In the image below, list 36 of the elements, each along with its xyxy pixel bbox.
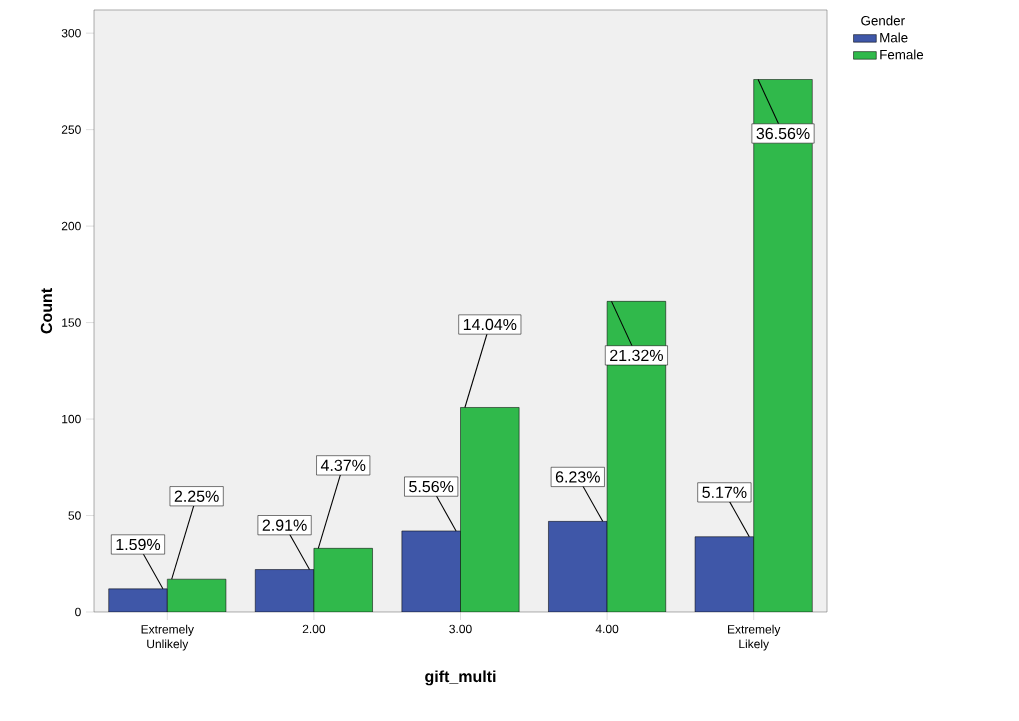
y-tick-label: 0 xyxy=(75,607,81,617)
y-tick-label: 300 xyxy=(61,28,81,38)
bar xyxy=(548,521,608,612)
annotation: 5.56% xyxy=(409,480,454,493)
x-axis-title: gift_multi xyxy=(425,670,496,686)
annotation: 2.91% xyxy=(262,519,307,531)
annotation: 6.23% xyxy=(555,471,600,483)
y-axis-title: Count xyxy=(40,288,53,334)
y-tick-label: 100 xyxy=(62,414,81,424)
legend-label: Female xyxy=(880,49,924,60)
x-tick-label: 4.00 xyxy=(595,624,619,634)
bar xyxy=(313,548,373,612)
y-tick-label: 200 xyxy=(61,221,81,231)
bar xyxy=(108,588,168,612)
bar xyxy=(167,579,226,612)
annotation: 36.56% xyxy=(756,127,810,140)
legend-title: Gender xyxy=(861,15,905,26)
y-tick-label: 250 xyxy=(61,125,81,134)
bar xyxy=(753,79,813,612)
annotation: 21.32% xyxy=(610,349,663,362)
x-tick-label: 3.00 xyxy=(449,624,472,634)
legend-label: Male xyxy=(880,32,908,43)
bar xyxy=(401,530,461,612)
y-tick-label: 150 xyxy=(62,318,81,327)
annotation: 1.59% xyxy=(116,538,161,551)
annotation: 14.04% xyxy=(463,318,517,331)
x-tick-label: Extremely Unlikely xyxy=(141,624,194,651)
y-tick-label: 50 xyxy=(68,511,81,520)
bar xyxy=(255,569,314,612)
bar xyxy=(460,407,520,612)
annotation: 4.37% xyxy=(320,459,366,472)
annotation: 5.17% xyxy=(702,486,747,498)
bar xyxy=(694,536,754,612)
x-tick-label: Extremely Likely xyxy=(728,624,781,651)
x-tick-label: 2.00 xyxy=(302,624,326,634)
annotation: 2.25% xyxy=(174,490,219,502)
